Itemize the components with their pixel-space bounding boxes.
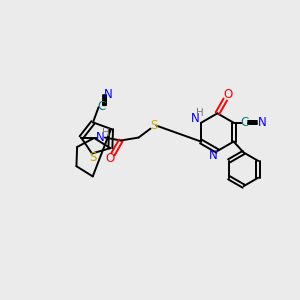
Text: O: O [105,152,115,165]
Text: C: C [240,116,249,129]
Text: C: C [98,100,106,113]
Text: S: S [150,119,157,132]
Text: O: O [224,88,233,101]
Text: S: S [89,151,97,164]
Text: N: N [96,131,104,144]
Text: N: N [258,116,267,129]
Text: H: H [196,108,204,118]
Text: N: N [209,149,218,162]
Text: H: H [102,128,110,138]
Text: N: N [191,112,200,125]
Text: N: N [104,88,113,100]
